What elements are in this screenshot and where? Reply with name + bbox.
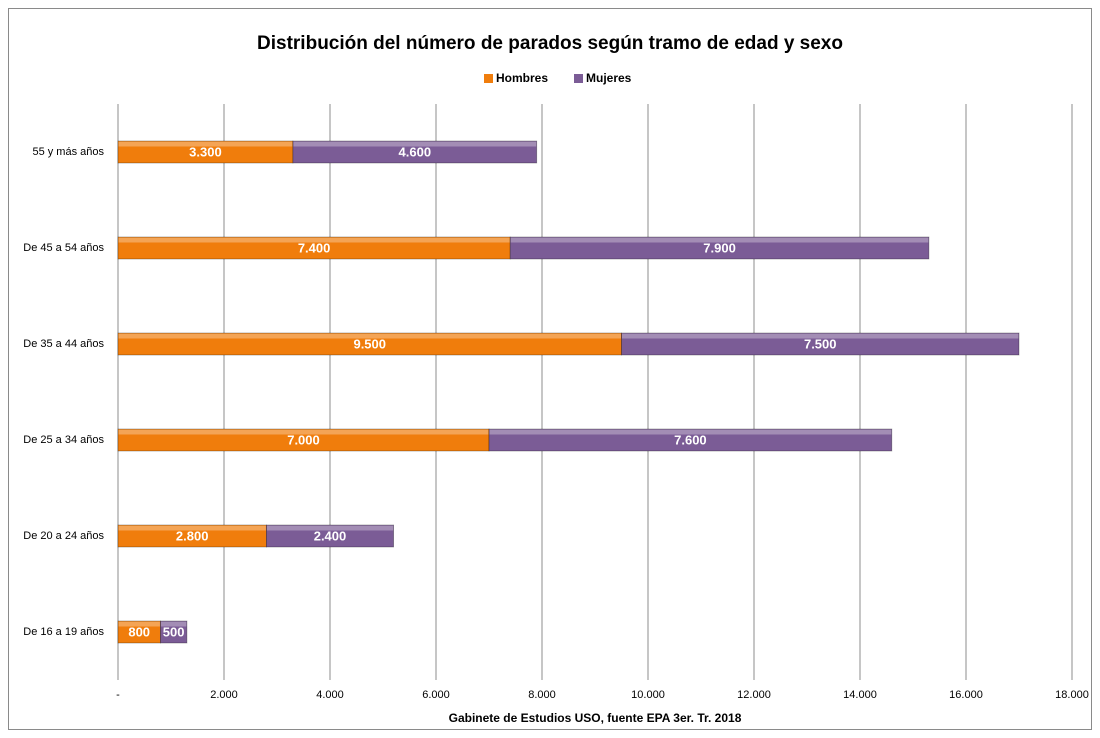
y-tick-label: De 25 a 34 años (23, 434, 104, 446)
data-label: 4.600 (399, 144, 432, 159)
bar-highlight (118, 141, 293, 147)
data-label: 7.600 (674, 432, 707, 447)
y-tick-label: De 35 a 44 años (23, 338, 104, 350)
x-tick-label: - (116, 689, 120, 701)
bar-highlight (118, 621, 160, 627)
x-tick-label: 4.000 (316, 689, 344, 701)
bar-highlight (118, 525, 266, 531)
x-tick-label: 14.000 (843, 689, 877, 701)
bar-highlight (160, 621, 187, 627)
bar-highlight (266, 525, 394, 531)
data-label: 2.800 (176, 528, 209, 543)
bar-highlight (510, 237, 929, 243)
bar-highlight (489, 429, 892, 435)
data-label: 7.900 (703, 240, 736, 255)
data-label: 800 (128, 624, 150, 639)
x-tick-label: 12.000 (737, 689, 771, 701)
data-label: 7.000 (287, 432, 320, 447)
bar-highlight (293, 141, 537, 147)
y-tick-label: De 16 a 19 años (23, 626, 104, 638)
data-label: 7.500 (804, 336, 837, 351)
data-label: 2.400 (314, 528, 347, 543)
bar-segment (488, 428, 893, 452)
bar-segment (265, 524, 394, 548)
data-label: 500 (163, 624, 185, 639)
x-tick-label: 18.000 (1055, 689, 1089, 701)
bar-highlight (118, 429, 489, 435)
x-tick-label: 10.000 (631, 689, 665, 701)
data-label: 9.500 (353, 336, 386, 351)
y-tick-label: 55 y más años (32, 146, 104, 158)
data-label: 7.400 (298, 240, 331, 255)
y-tick-label: De 45 a 54 años (23, 242, 104, 254)
x-tick-label: 2.000 (210, 689, 238, 701)
chart-border (8, 8, 1092, 730)
bar-highlight (622, 333, 1019, 339)
x-tick-label: 8.000 (528, 689, 556, 701)
bar-highlight (118, 237, 510, 243)
legend-swatch (484, 74, 493, 83)
data-label: 3.300 (189, 144, 222, 159)
legend-label: Hombres (496, 71, 548, 85)
chart-title: Distribución del número de parados según… (257, 33, 843, 54)
legend-label: Mujeres (586, 71, 632, 85)
bar-segment (292, 140, 538, 164)
bar-segment (621, 332, 1020, 356)
y-tick-label: De 20 a 24 años (23, 530, 104, 542)
x-axis-label: Gabinete de Estudios USO, fuente EPA 3er… (449, 711, 742, 725)
x-tick-label: 6.000 (422, 689, 450, 701)
bar-segment (509, 236, 930, 260)
legend-swatch (574, 74, 583, 83)
x-tick-label: 16.000 (949, 689, 983, 701)
bar-highlight (118, 333, 621, 339)
bar-segment (159, 620, 188, 644)
